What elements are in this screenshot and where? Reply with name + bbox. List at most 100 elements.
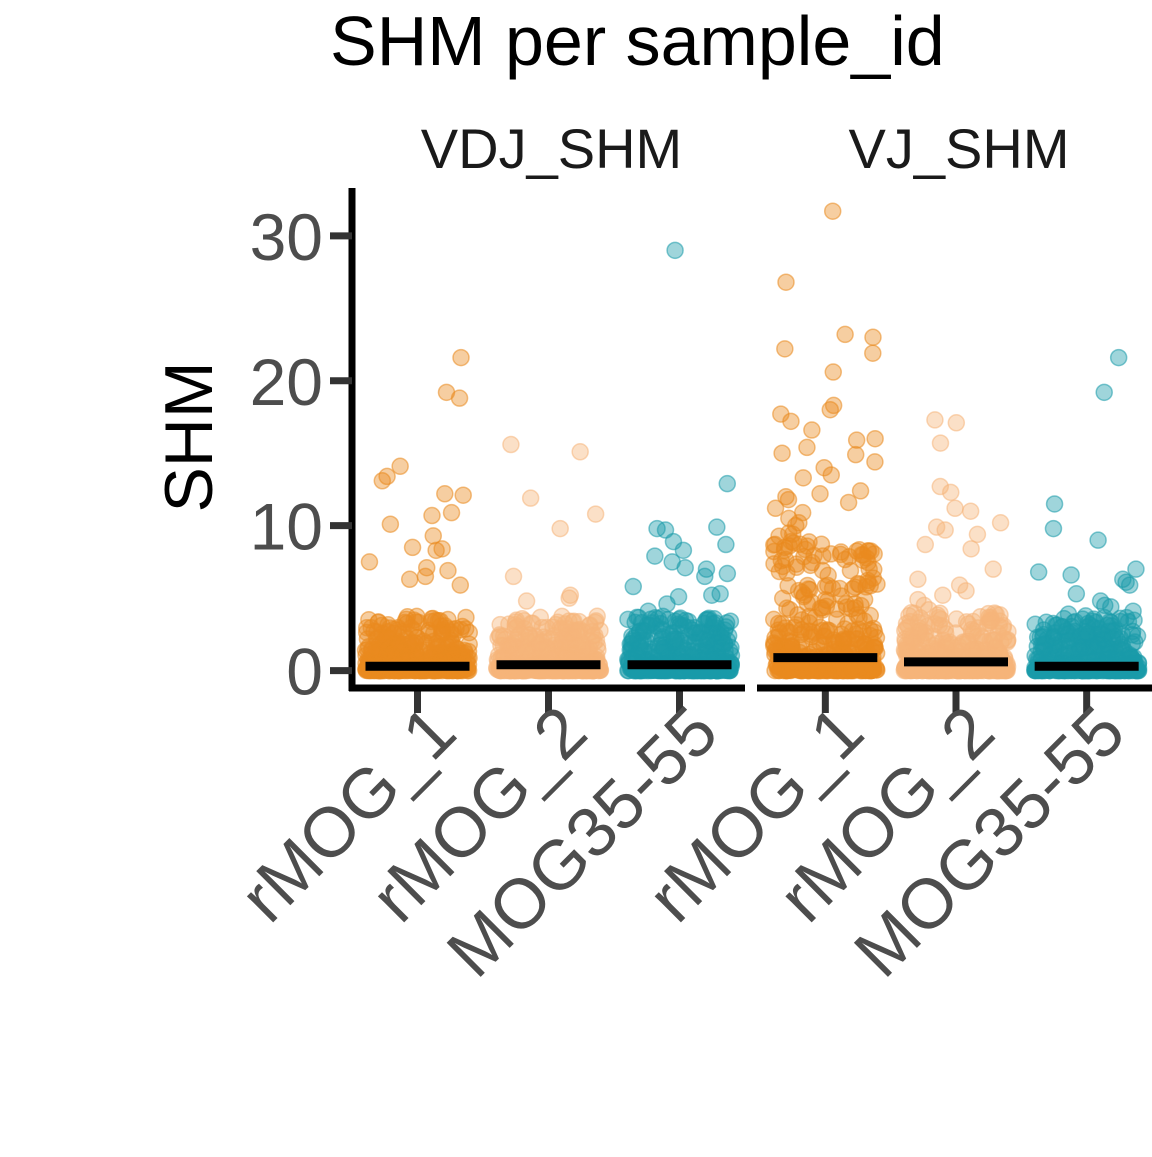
data-point xyxy=(790,514,808,532)
data-point xyxy=(942,483,960,502)
data-point xyxy=(433,540,451,558)
data-point xyxy=(851,482,870,500)
data-point xyxy=(381,515,400,533)
data-point xyxy=(984,560,1002,578)
data-point xyxy=(619,610,637,629)
data-point xyxy=(427,541,445,560)
data-point xyxy=(1059,605,1078,623)
data-point xyxy=(718,564,737,583)
data-point xyxy=(373,472,392,490)
data-point xyxy=(424,527,443,545)
data-point xyxy=(789,581,808,600)
data-point xyxy=(1084,637,1103,656)
data-point xyxy=(398,629,417,648)
data-point xyxy=(776,550,795,569)
data-point xyxy=(841,561,860,580)
data-point xyxy=(865,560,883,579)
data-point xyxy=(551,519,569,538)
y-axis: 0 10 20 30 xyxy=(250,188,356,709)
data-point xyxy=(504,567,523,586)
data-point xyxy=(1060,631,1079,650)
data-point xyxy=(674,541,693,560)
data-point xyxy=(805,546,823,565)
data-point xyxy=(490,626,509,644)
data-point xyxy=(565,612,583,630)
data-point xyxy=(717,535,735,554)
data-point xyxy=(909,570,927,589)
data-point xyxy=(588,607,606,626)
facets: VDJ_SHMrMOG_1rMOG_2MOG35-55VJ_SHMrMOG_1r… xyxy=(225,117,1152,991)
data-point xyxy=(666,241,684,260)
data-point xyxy=(1045,495,1064,513)
data-point xyxy=(397,610,415,629)
data-point xyxy=(813,621,832,640)
data-point xyxy=(947,414,966,432)
data-point xyxy=(571,443,589,461)
data-point xyxy=(502,435,520,454)
data-point xyxy=(1036,635,1054,653)
data-point xyxy=(417,558,436,577)
data-point xyxy=(823,202,842,220)
data-point xyxy=(839,614,857,633)
group-points: MOG35-55 xyxy=(432,241,741,991)
data-point xyxy=(839,493,858,512)
data-point xyxy=(676,558,694,577)
facet-strip-label: VDJ_SHM xyxy=(421,117,682,180)
data-point xyxy=(920,600,938,619)
chart-title: SHM per sample_id xyxy=(330,2,945,80)
data-point xyxy=(854,622,872,641)
data-point xyxy=(707,634,726,652)
data-point xyxy=(591,621,609,640)
data-point xyxy=(718,474,737,493)
data-point xyxy=(866,429,884,448)
data-point xyxy=(587,631,606,650)
data-point xyxy=(1077,623,1095,641)
data-point xyxy=(778,564,796,582)
data-point xyxy=(947,610,966,628)
data-point xyxy=(665,630,683,649)
data-point xyxy=(560,589,578,607)
data-point xyxy=(964,622,983,641)
data-point xyxy=(1062,566,1080,584)
y-tick-label: 0 xyxy=(286,635,323,709)
y-axis-label: SHM xyxy=(151,361,227,512)
data-point xyxy=(708,518,726,536)
data-point xyxy=(696,567,714,586)
data-point xyxy=(926,411,944,429)
data-point xyxy=(685,634,704,652)
data-point xyxy=(916,535,935,554)
data-point xyxy=(936,521,954,539)
data-point xyxy=(1094,640,1113,659)
data-point xyxy=(400,570,419,589)
data-point xyxy=(432,625,451,644)
data-point xyxy=(846,445,865,464)
facet-strip-label: VJ_SHM xyxy=(849,117,1070,180)
data-point xyxy=(624,629,643,648)
data-point xyxy=(431,611,449,630)
data-point xyxy=(795,623,814,641)
data-point xyxy=(377,628,396,646)
data-point xyxy=(423,506,441,525)
data-point xyxy=(934,586,952,604)
data-point xyxy=(391,457,409,476)
data-point xyxy=(836,550,854,569)
data-point xyxy=(798,438,816,457)
data-point xyxy=(821,400,840,419)
data-point xyxy=(1095,383,1113,402)
data-point xyxy=(937,640,955,659)
data-point xyxy=(685,618,704,637)
data-point xyxy=(442,503,461,522)
data-point xyxy=(971,608,990,626)
data-point xyxy=(1120,576,1139,594)
data-point xyxy=(968,525,987,544)
data-point xyxy=(769,621,788,639)
data-point xyxy=(824,363,843,381)
data-point xyxy=(787,516,805,535)
data-point xyxy=(866,453,884,471)
data-point xyxy=(845,661,864,679)
y-tick-label: 20 xyxy=(250,345,323,419)
data-point xyxy=(998,630,1017,649)
